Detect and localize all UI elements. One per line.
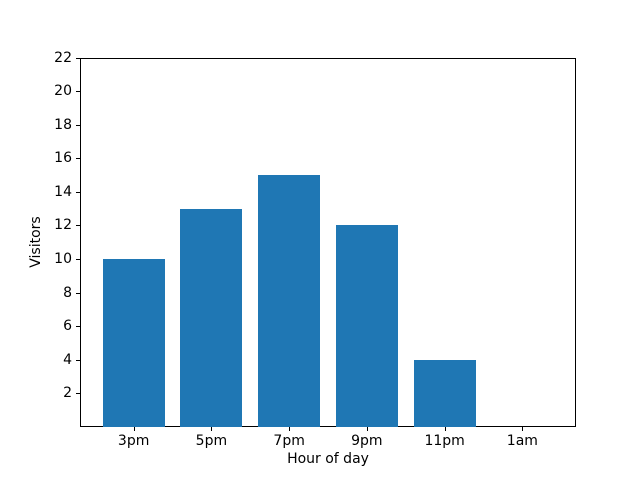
x-axis-tick <box>444 427 446 431</box>
y-axis-tick <box>76 326 80 328</box>
x-axis-tick <box>366 427 368 431</box>
bar-9pm <box>335 225 398 427</box>
y-tick-label: 4 <box>63 351 72 368</box>
y-axis-tick <box>76 124 80 126</box>
x-tick-label: 3pm <box>117 433 150 449</box>
bar-11pm <box>413 359 476 427</box>
x-axis-tick <box>133 427 135 431</box>
x-axis-tick <box>289 427 291 431</box>
y-tick-label: 12 <box>54 217 72 234</box>
x-tick-label: 7pm <box>273 433 305 449</box>
x-axis-label: Hour of day <box>287 451 369 467</box>
y-tick-label: 22 <box>54 49 72 66</box>
x-tick-label: 9pm <box>351 433 383 449</box>
x-axis-tick <box>522 427 524 431</box>
y-tick-label: 8 <box>63 284 72 301</box>
x-tick-label: 1am <box>506 433 538 449</box>
y-tick-label: 18 <box>54 116 72 133</box>
y-axis-tick <box>76 191 80 193</box>
y-axis-tick <box>76 225 80 227</box>
x-axis-tick <box>211 427 213 431</box>
y-axis-tick <box>76 393 80 395</box>
bar-5pm <box>180 208 243 427</box>
y-axis-tick <box>76 359 80 361</box>
y-axis-tick <box>76 292 80 294</box>
y-axis-tick <box>76 91 80 93</box>
y-tick-label: 14 <box>54 183 72 200</box>
x-tick-label: 11pm <box>424 433 465 449</box>
y-axis-tick <box>76 259 80 261</box>
y-tick-label: 2 <box>63 385 72 402</box>
y-axis-tick <box>76 57 80 59</box>
y-axis-tick <box>76 158 80 160</box>
bar-3pm <box>102 259 165 427</box>
y-tick-label: 6 <box>63 318 72 335</box>
y-tick-label: 20 <box>54 83 72 100</box>
x-tick-label: 5pm <box>195 433 228 449</box>
y-tick-label: 10 <box>54 251 72 268</box>
y-tick-label: 16 <box>54 150 72 167</box>
bar-7pm <box>258 175 321 427</box>
